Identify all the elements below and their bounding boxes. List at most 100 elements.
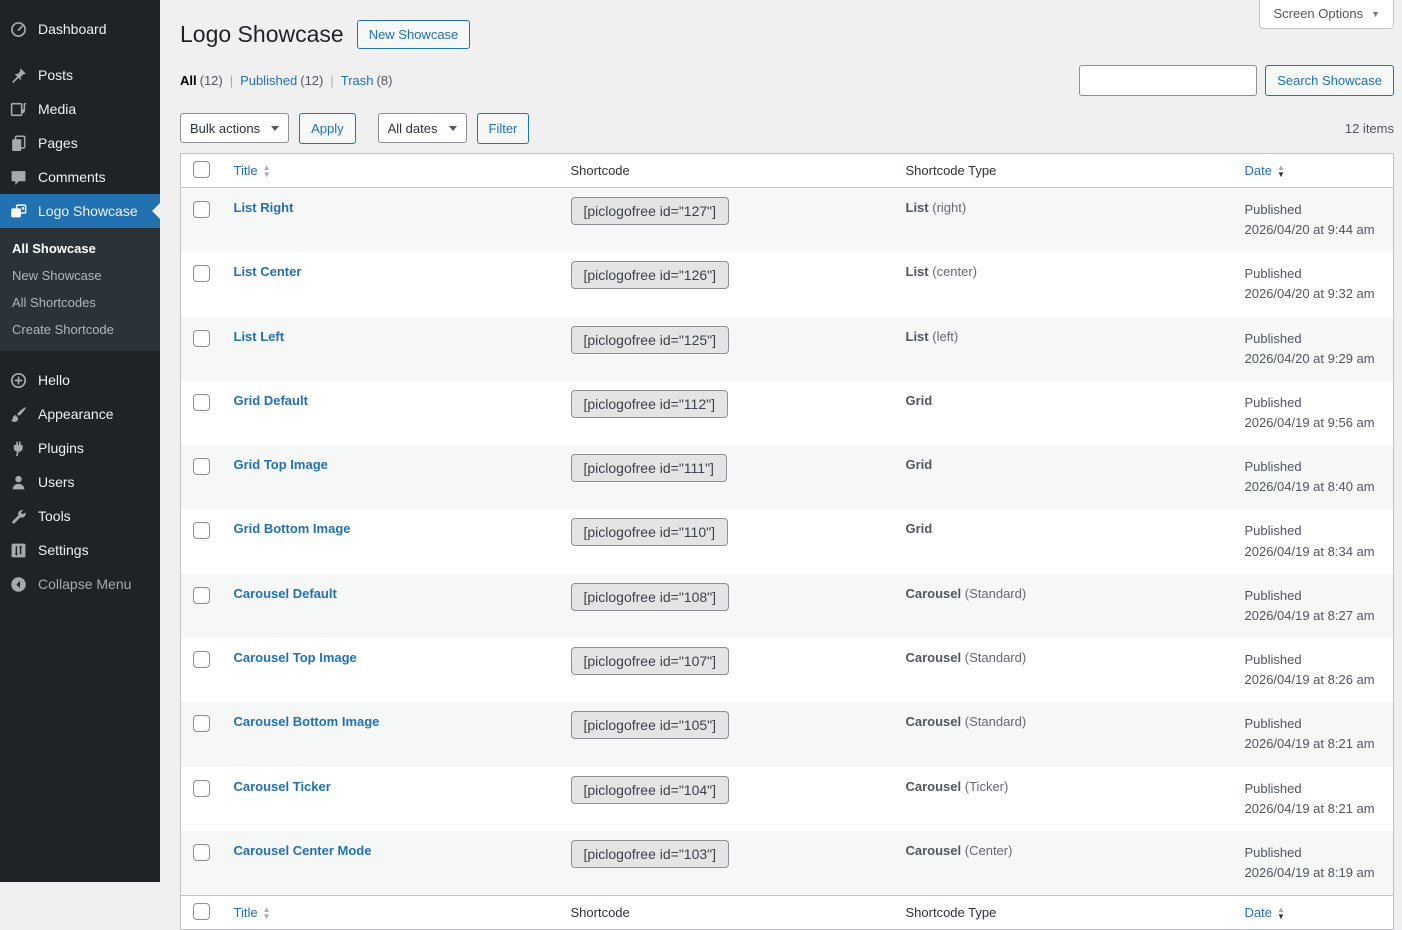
sidebar-item-label: Pages — [38, 135, 78, 151]
sidebar-item-new-showcase[interactable]: New Showcase — [0, 262, 160, 289]
sidebar-item-posts[interactable]: Posts — [0, 58, 160, 92]
all-dates-select[interactable]: All dates — [378, 113, 467, 143]
screen-options-tab[interactable]: Screen Options ▼ — [1259, 0, 1394, 29]
sidebar-item-label: Collapse Menu — [38, 576, 131, 592]
shortcode-type: Grid — [906, 521, 933, 536]
row-checkbox[interactable] — [193, 715, 210, 732]
search-showcase-button[interactable]: Search Showcase — [1265, 65, 1394, 96]
shortcode-value[interactable]: [piclogofree id="107"] — [571, 647, 730, 675]
publish-date: 2026/04/19 at 8:40 am — [1245, 477, 1384, 497]
shortcode-type: Carousel — [906, 714, 962, 729]
select-all-checkbox[interactable] — [193, 161, 210, 178]
sidebar-item-plugins[interactable]: Plugins — [0, 431, 160, 465]
sidebar-item-settings[interactable]: Settings — [0, 533, 160, 567]
new-showcase-button[interactable]: New Showcase — [357, 20, 471, 49]
row-title-link[interactable]: Carousel Center Mode — [234, 843, 372, 858]
sidebar-item-create-shortcode[interactable]: Create Shortcode — [0, 316, 160, 343]
publish-date: 2026/04/19 at 9:56 am — [1245, 413, 1384, 433]
sidebar-item-tools[interactable]: Tools — [0, 499, 160, 533]
search-box: Search Showcase — [1079, 65, 1394, 96]
tablenav-top: Bulk actions Apply All dates Filter 12 i… — [180, 113, 1394, 143]
apply-button[interactable]: Apply — [299, 113, 356, 144]
search-input[interactable] — [1079, 65, 1257, 96]
row-title-link[interactable]: List Right — [234, 200, 294, 215]
row-title-link[interactable]: Carousel Top Image — [234, 650, 357, 665]
bulk-actions-select[interactable]: Bulk actions — [180, 113, 289, 143]
row-checkbox[interactable] — [193, 265, 210, 282]
row-title-link[interactable]: Grid Default — [234, 393, 308, 408]
select-all-checkbox[interactable] — [193, 903, 210, 920]
shortcode-value[interactable]: [piclogofree id="103"] — [571, 840, 730, 868]
row-checkbox[interactable] — [193, 394, 210, 411]
page-title: Logo Showcase — [180, 19, 344, 49]
publish-date: 2026/04/19 at 8:26 am — [1245, 670, 1384, 690]
sidebar-item-label: Settings — [38, 542, 89, 558]
table-footer: Title▲▼ Shortcode Shortcode Type Date▲▼ — [181, 896, 1394, 930]
sidebar-item-appearance[interactable]: Appearance — [0, 397, 160, 431]
bulk-actions-label: Bulk actions — [190, 121, 260, 136]
showcase-table: Title▲▼ Shortcode Shortcode Type Date▲▼ … — [180, 153, 1394, 930]
row-checkbox[interactable] — [193, 201, 210, 218]
publish-status: Published — [1245, 264, 1384, 284]
row-title-link[interactable]: Carousel Bottom Image — [234, 714, 380, 729]
shortcode-type: Carousel — [906, 843, 962, 858]
wrench-icon — [10, 508, 27, 525]
row-title-link[interactable]: List Center — [234, 264, 302, 279]
sidebar-item-label: Appearance — [38, 406, 114, 422]
publish-date: 2026/04/19 at 8:21 am — [1245, 799, 1384, 819]
shortcode-value[interactable]: [piclogofree id="110"] — [571, 518, 729, 546]
sidebar-item-dashboard[interactable]: Dashboard — [0, 12, 160, 46]
shortcode-type: Carousel — [906, 586, 962, 601]
shortcode-value[interactable]: [piclogofree id="111"] — [571, 454, 727, 482]
sidebar-item-media[interactable]: Media — [0, 92, 160, 126]
sort-by-title[interactable]: Title▲▼ — [234, 163, 271, 178]
sidebar-item-logo-showcase[interactable]: Logo Showcase — [0, 194, 160, 228]
table-row: Grid Default [piclogofree id="112"] Grid… — [181, 381, 1394, 445]
row-title-link[interactable]: Grid Bottom Image — [234, 521, 351, 536]
sidebar-item-hello[interactable]: Hello — [0, 363, 160, 397]
shortcode-value[interactable]: [piclogofree id="112"] — [571, 390, 729, 418]
sidebar-item-all-showcase[interactable]: All Showcase — [0, 235, 160, 262]
shortcode-type-detail: (right) — [932, 200, 966, 215]
sidebar-item-pages[interactable]: Pages — [0, 126, 160, 160]
shortcode-type-detail: (Ticker) — [965, 779, 1009, 794]
row-title-link[interactable]: Carousel Ticker — [234, 779, 331, 794]
shortcode-value[interactable]: [piclogofree id="126"] — [571, 261, 730, 289]
shortcode-value[interactable]: [piclogofree id="125"] — [571, 326, 730, 354]
publish-date: 2026/04/20 at 9:32 am — [1245, 284, 1384, 304]
publish-status: Published — [1245, 843, 1384, 863]
publish-date: 2026/04/19 at 8:27 am — [1245, 606, 1384, 626]
sidebar-item-users[interactable]: Users — [0, 465, 160, 499]
filter-button[interactable]: Filter — [477, 113, 530, 144]
shortcode-value[interactable]: [piclogofree id="127"] — [571, 197, 730, 225]
shortcode-type-detail: (Standard) — [965, 586, 1026, 601]
view-filter-all: All(12) — [180, 73, 223, 88]
row-checkbox[interactable] — [193, 651, 210, 668]
row-checkbox[interactable] — [193, 844, 210, 861]
row-checkbox[interactable] — [193, 780, 210, 797]
sidebar-item-comments[interactable]: Comments — [0, 160, 160, 194]
dashboard-icon — [10, 21, 27, 38]
row-title-link[interactable]: Grid Top Image — [234, 457, 328, 472]
row-checkbox[interactable] — [193, 522, 210, 539]
plugin-icon — [10, 440, 27, 457]
sidebar-item-all-shortcodes[interactable]: All Shortcodes — [0, 289, 160, 316]
publish-date: 2026/04/19 at 8:19 am — [1245, 863, 1384, 883]
sidebar-item-label: Posts — [38, 67, 73, 83]
shortcode-value[interactable]: [piclogofree id="105"] — [571, 711, 730, 739]
row-checkbox[interactable] — [193, 458, 210, 475]
sort-by-date[interactable]: Date▲▼ — [1245, 163, 1285, 178]
row-title-link[interactable]: Carousel Default — [234, 586, 337, 601]
shortcode-value[interactable]: [piclogofree id="104"] — [571, 776, 730, 804]
row-title-link[interactable]: List Left — [234, 329, 285, 344]
sort-by-date[interactable]: Date▲▼ — [1245, 905, 1285, 920]
row-checkbox[interactable] — [193, 330, 210, 347]
shortcode-type-detail: (Standard) — [965, 650, 1026, 665]
publish-date: 2026/04/20 at 9:29 am — [1245, 349, 1384, 369]
sort-by-title[interactable]: Title▲▼ — [234, 905, 271, 920]
sidebar-item-collapse-menu[interactable]: Collapse Menu — [0, 567, 160, 601]
column-shortcode-type: Shortcode Type — [896, 154, 1235, 188]
row-checkbox[interactable] — [193, 587, 210, 604]
shortcode-type-detail: (Standard) — [965, 714, 1026, 729]
shortcode-value[interactable]: [piclogofree id="108"] — [571, 583, 730, 611]
